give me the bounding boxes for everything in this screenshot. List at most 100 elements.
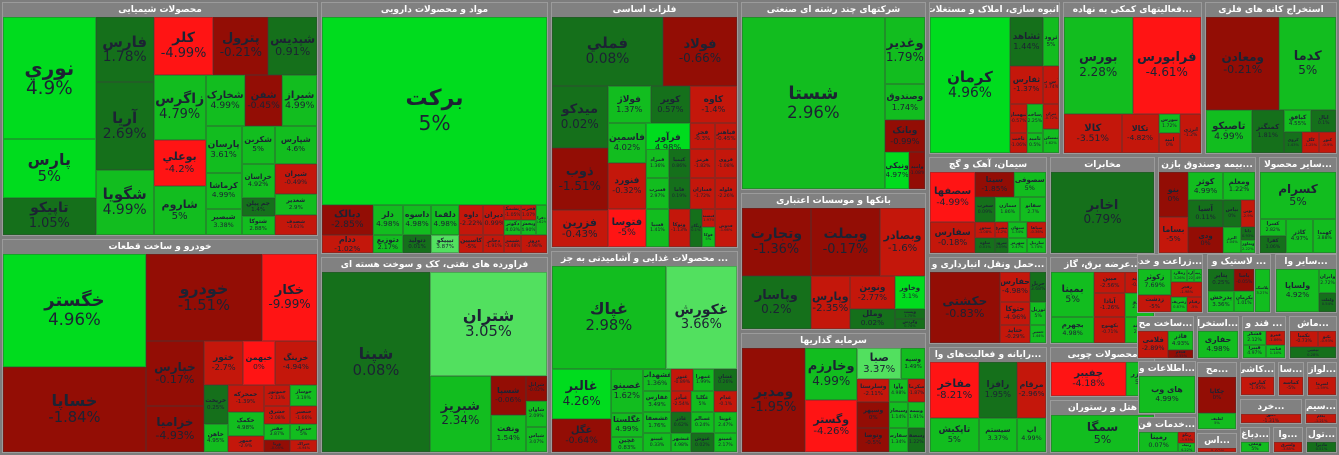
stock-tile-انرژی[interactable]: انرژی -1.2% [1180, 113, 1201, 153]
stock-tile-پاسا[interactable]: پاسا -0.05% [1234, 269, 1255, 291]
stock-tile-غپینو[interactable]: غپینو 0.33% [642, 433, 672, 452]
stock-tile-سفارس[interactable]: سفارس -0.18% [930, 222, 976, 253]
stock-tile-وساخت[interactable]: وساخت2.25% [1026, 104, 1043, 133]
stock-tile-پارس[interactable]: پارس 5% [3, 139, 96, 198]
stock-tile-کماسه[interactable]: کماسه -5% [1279, 377, 1303, 395]
stock-tile-کرمان[interactable]: کرمان 4.96% [930, 17, 1010, 153]
stock-tile-ومعلم[interactable]: ومعلم 1.22% [1223, 172, 1255, 201]
stock-tile-وبانک[interactable]: وبانک -0.99% [884, 120, 925, 152]
stock-tile-دجابر[interactable]: دجابر -1.91% [482, 235, 505, 253]
stock-tile-فولاد[interactable]: فولاد -0.66% [663, 17, 737, 86]
stock-tile-شفن[interactable]: شفن -0.45% [244, 74, 283, 126]
stock-tile-دانا[interactable]: دانا 0.93% [1240, 227, 1255, 241]
stock-tile-لطیف[interactable]: لطیف 5% [1198, 413, 1236, 429]
stock-tile-توریل[interactable]: توریل 5% [1030, 301, 1046, 326]
stock-tile-ولساپا[interactable]: ولساپا 4.92% [1276, 269, 1320, 312]
stock-tile-فسرب[interactable]: فسرب 2.97% [646, 178, 669, 210]
stock-tile-کگل[interactable]: کگل -1.25% [1302, 131, 1320, 153]
stock-tile-اخابر[interactable]: اخابر 0.79% [1051, 172, 1154, 253]
stock-tile-دلقما[interactable]: دلقما 4.98% [431, 204, 460, 236]
stock-tile-وآوا[interactable]: وآوا 4.98% [889, 379, 908, 402]
stock-tile-شرانل[interactable]: شرانل -0.02% [525, 375, 547, 401]
stock-tile-غویتا[interactable]: غویتا 2.47% [713, 412, 737, 434]
stock-tile-وسکرمان[interactable]: وسکرمان-1.87% [907, 379, 925, 402]
stock-tile-بنو[interactable]: بنو 0% [1159, 172, 1188, 217]
stock-tile-کاذر[interactable]: کاذر 4.97% [1285, 218, 1314, 253]
stock-tile-آبادا[interactable]: آبادا -1.26% [1094, 293, 1126, 317]
stock-tile-شپدیس[interactable]: شپدیس 0.91% [268, 17, 317, 75]
stock-tile-وگردش[interactable]: وگردش 0.74% [894, 319, 925, 329]
stock-tile-فنورد[interactable]: فنورد -0.32% [607, 163, 647, 210]
stock-tile-غنوش[interactable]: غنوش 0.02% [690, 433, 714, 452]
stock-tile-پارسان[interactable]: پارسان 3.61% [205, 126, 242, 173]
stock-tile-های وب[interactable]: های وب 4.99% [1139, 376, 1195, 413]
stock-tile-وپارس[interactable]: وپارس -2.35% [810, 276, 850, 329]
stock-tile-دشیمی[interactable]: دشیمی -3.48% [504, 235, 522, 253]
stock-tile-غمهرا[interactable]: غمهرا 1.99% [692, 369, 714, 391]
stock-tile-زقیام[interactable]: زقیام -5% [1186, 296, 1202, 312]
stock-tile-کوثر[interactable]: کوثر 4.99% [1187, 172, 1224, 201]
stock-tile-تپمپی[interactable]: تپمپی 0.28% [1290, 347, 1336, 358]
stock-tile-کلر[interactable]: کلر -4.99% [153, 17, 214, 75]
stock-tile-سمازن[interactable]: سمازن 1.86% [994, 197, 1021, 223]
stock-tile-وخاور[interactable]: وخاور 3.1% [894, 276, 925, 310]
stock-tile-وسپهر[interactable]: وسپهر 0% [857, 401, 890, 428]
stock-tile-کزغال[interactable]: کزغال-0.03% [1198, 448, 1236, 452]
stock-tile-تیپیکو[interactable]: تیپیکو 3.87% [431, 235, 460, 253]
stock-tile-تاپکیش[interactable]: تاپکیش 5% [930, 417, 979, 452]
stock-tile-خنصیر[interactable]: خنصیر -1.66% [290, 406, 317, 425]
stock-tile-فسازان[interactable]: فسازان -1.72% [689, 178, 715, 210]
stock-tile-سرود[interactable]: سرود 0.09% [994, 237, 1008, 253]
stock-tile-ساوه[interactable]: ساوه 0.01% [975, 237, 995, 253]
stock-tile-ولشرق[interactable]: ولشرق -3.85% [1274, 442, 1302, 452]
stock-tile-وبیمه[interactable]: وبیمه 1.91% [907, 401, 925, 428]
stock-tile-داسوه[interactable]: داسوه 4.98% [403, 204, 432, 236]
stock-tile-وتوصا[interactable]: وتوصا -0.5% [857, 427, 890, 452]
stock-tile-غنور[interactable]: غنور -0.89% [671, 369, 693, 391]
stock-tile-وملل[interactable]: وملل 0.02% [849, 309, 895, 329]
stock-tile-بمپنا[interactable]: بمپنا 5% [1051, 272, 1095, 317]
stock-tile-خودرو[interactable]: خودرو -1.51% [145, 254, 263, 342]
stock-tile-خساپا[interactable]: خساپا -1.84% [3, 366, 146, 452]
stock-tile-آسیا[interactable]: آسیا 0.11% [1187, 200, 1224, 228]
stock-tile-شاوان[interactable]: شاوان 2.09% [525, 400, 547, 427]
stock-tile-سصفها[interactable]: سصفها -4.99% [930, 172, 976, 223]
stock-tile-کویر[interactable]: کویر 0.57% [650, 86, 690, 123]
stock-tile-تکمبا[interactable]: تکمبا -0.73% [1290, 331, 1318, 348]
stock-tile-خکار[interactable]: خکار -9.99% [262, 254, 317, 342]
stock-tile-فجر[interactable]: فجر -0.3% [689, 122, 715, 150]
stock-tile-دتولید[interactable]: دتولید 0.01% [403, 235, 432, 253]
stock-tile-سفانو[interactable]: سفانو 2.7% [1020, 197, 1046, 223]
stock-tile-آریا[interactable]: آریا 2.69% [95, 82, 154, 170]
stock-tile-غشان[interactable]: غشان 0.26% [713, 369, 737, 391]
stock-tile-کهمدا[interactable]: کهمدا 3.88% [1313, 218, 1336, 253]
stock-tile-کاوه[interactable]: کاوه -1.4% [689, 86, 737, 123]
stock-tile-فوکا[interactable]: فوکا 5% [701, 227, 715, 247]
stock-tile-وغدیر[interactable]: وغدیر 1.79% [884, 17, 925, 85]
stock-tile-غکورش[interactable]: غکورش 3.66% [665, 266, 737, 370]
stock-tile-خراسان[interactable]: خراسان 4.92% [241, 164, 275, 198]
stock-tile-بجهرم[interactable]: بجهرم 4.98% [1051, 316, 1095, 343]
stock-tile-پتایر[interactable]: پتایر 0.25% [1208, 269, 1235, 291]
stock-tile-شپنا[interactable]: شپنا 0.08% [322, 272, 430, 452]
stock-tile-وپاسار[interactable]: وپاسار 0.2% [742, 276, 811, 329]
stock-tile-ثرود[interactable]: ثرود 5% [1042, 17, 1059, 66]
stock-tile-وبملت[interactable]: وبملت -0.17% [810, 208, 881, 277]
stock-tile-غشصفا[interactable]: غشصفا 1.76% [642, 412, 672, 434]
stock-tile-فبستم[interactable]: فبستم -1.97% [701, 209, 715, 228]
stock-tile-دتوزیع[interactable]: دتوزیع 2.17% [372, 235, 403, 253]
stock-tile-ساربیل[interactable]: ساربیل 1.74% [1027, 237, 1046, 253]
stock-tile-کبافق[interactable]: کبافق 4.55% [1284, 110, 1312, 132]
stock-tile-رمپنا[interactable]: رمپنا 0.07% [1139, 432, 1179, 452]
stock-tile-ذوب[interactable]: ذوب -1.51% [552, 148, 608, 211]
stock-tile-قپیرا[interactable]: قپیرا 4.97% [1243, 344, 1267, 358]
stock-tile-سشرق[interactable]: سشرق -1.2% [994, 222, 1008, 238]
stock-tile-غمینو[interactable]: غمینو 2.17% [713, 433, 737, 452]
stock-tile-پلاسک[interactable]: پلاسک 3.27% [1254, 269, 1270, 312]
stock-tile-کسرام[interactable]: کسرام 5% [1260, 172, 1336, 219]
stock-tile-حسیر[interactable]: حسیر 1.44% [1030, 325, 1046, 343]
stock-tile-فاسمین[interactable]: فاسمین 4.02% [607, 122, 647, 164]
stock-tile-رنیک[interactable]: رنیک 4.22% [1178, 443, 1195, 452]
stock-tile-اپال[interactable]: اپال 0.1% [1311, 110, 1336, 132]
stock-tile-غگلپا[interactable]: غگلپا 5% [690, 390, 714, 412]
